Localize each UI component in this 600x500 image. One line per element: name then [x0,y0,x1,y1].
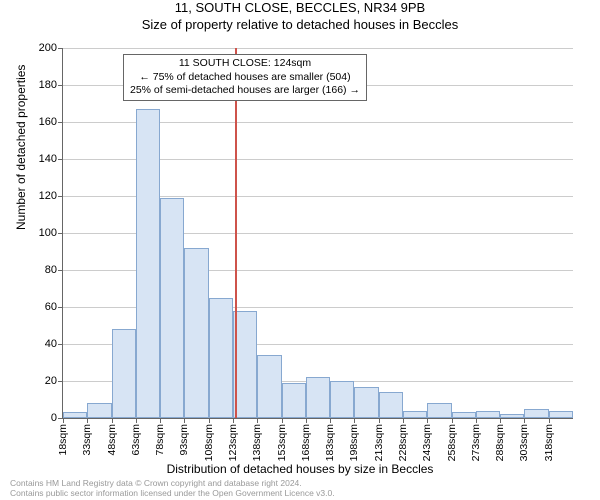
y-tick-label: 40 [45,338,57,350]
y-tick-label: 160 [39,116,57,128]
histogram-bar [306,377,330,418]
histogram-bar [63,412,87,418]
annotation-line: 11 SOUTH CLOSE: 124sqm [130,57,360,71]
x-tick-mark [112,418,113,423]
x-axis-label: Distribution of detached houses by size … [0,462,600,476]
page-subtitle: Size of property relative to detached ho… [0,17,600,32]
x-tick-label: 288sqm [494,424,506,461]
y-tick-mark [58,381,63,382]
histogram-chart: 02040608010012014016018020018sqm33sqm48s… [62,48,573,419]
x-tick-mark [63,418,64,423]
x-tick-mark [87,418,88,423]
x-tick-mark [209,418,210,423]
histogram-bar [209,298,233,418]
x-tick-label: 138sqm [251,424,263,461]
grid-line [63,48,573,49]
x-tick-label: 243sqm [421,424,433,461]
x-tick-mark [282,418,283,423]
y-tick-label: 0 [51,412,57,424]
x-tick-label: 63sqm [130,424,142,456]
footer-line-1: Contains HM Land Registry data © Crown c… [10,478,335,488]
x-tick-mark [500,418,501,423]
histogram-bar [354,387,378,418]
x-tick-label: 153sqm [276,424,288,461]
footer-line-2: Contains public sector information licen… [10,488,335,498]
x-tick-mark [160,418,161,423]
x-tick-label: 228sqm [397,424,409,461]
histogram-bar [476,411,500,418]
x-tick-label: 183sqm [324,424,336,461]
x-tick-mark [476,418,477,423]
histogram-bar [282,383,306,418]
histogram-bar [500,414,524,418]
histogram-bar [87,403,111,418]
x-tick-mark [257,418,258,423]
y-tick-label: 140 [39,153,57,165]
y-tick-label: 120 [39,190,57,202]
x-tick-label: 213sqm [373,424,385,461]
y-tick-mark [58,48,63,49]
x-tick-label: 273sqm [470,424,482,461]
y-tick-label: 180 [39,79,57,91]
x-tick-label: 33sqm [81,424,93,456]
y-tick-mark [58,344,63,345]
annotation-box: 11 SOUTH CLOSE: 124sqm← 75% of detached … [123,54,367,101]
property-marker-line [235,48,237,418]
x-tick-label: 18sqm [57,424,69,456]
footer-attribution: Contains HM Land Registry data © Crown c… [10,478,335,498]
y-axis-label: Number of detached properties [14,65,28,230]
histogram-bar [549,411,573,418]
histogram-bar [233,311,257,418]
histogram-bar [379,392,403,418]
histogram-bar [160,198,184,418]
histogram-bar [257,355,281,418]
x-tick-mark [549,418,550,423]
x-tick-label: 198sqm [348,424,360,461]
x-tick-label: 48sqm [106,424,118,456]
x-tick-label: 303sqm [518,424,530,461]
x-tick-mark [403,418,404,423]
x-tick-mark [184,418,185,423]
histogram-bar [112,329,136,418]
x-tick-label: 168sqm [300,424,312,461]
y-tick-mark [58,270,63,271]
y-tick-label: 80 [45,264,57,276]
x-tick-label: 78sqm [154,424,166,456]
y-tick-mark [58,233,63,234]
x-tick-label: 123sqm [227,424,239,461]
x-tick-mark [330,418,331,423]
x-tick-mark [354,418,355,423]
y-tick-mark [58,159,63,160]
x-tick-mark [379,418,380,423]
x-tick-mark [427,418,428,423]
annotation-line: 25% of semi-detached houses are larger (… [130,84,360,98]
x-tick-label: 258sqm [446,424,458,461]
x-tick-mark [452,418,453,423]
histogram-bar [184,248,208,418]
x-tick-mark [524,418,525,423]
x-tick-mark [136,418,137,423]
y-tick-label: 20 [45,375,57,387]
histogram-bar [136,109,160,418]
page-title: 11, SOUTH CLOSE, BECCLES, NR34 9PB [0,0,600,17]
y-tick-mark [58,122,63,123]
x-tick-mark [306,418,307,423]
y-tick-label: 60 [45,301,57,313]
y-tick-mark [58,307,63,308]
x-tick-label: 93sqm [178,424,190,456]
y-tick-mark [58,196,63,197]
histogram-bar [330,381,354,418]
x-tick-mark [233,418,234,423]
y-tick-label: 100 [39,227,57,239]
histogram-bar [452,412,476,418]
histogram-bar [524,409,548,418]
x-tick-label: 318sqm [543,424,555,461]
histogram-bar [427,403,451,418]
annotation-line: ← 75% of detached houses are smaller (50… [130,71,360,85]
x-tick-label: 108sqm [203,424,215,461]
histogram-bar [403,411,427,418]
y-tick-mark [58,85,63,86]
y-tick-label: 200 [39,42,57,54]
